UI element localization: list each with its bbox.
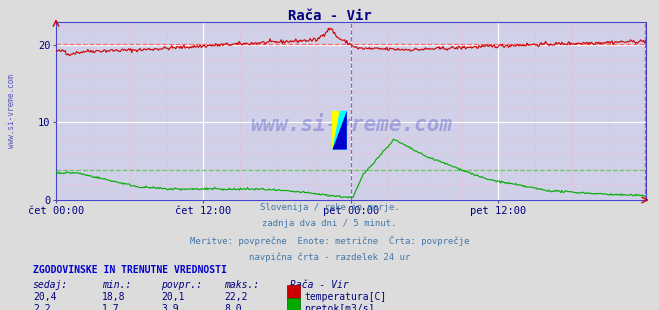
Text: pretok[m3/s]: pretok[m3/s] xyxy=(304,304,375,310)
Text: 22,2: 22,2 xyxy=(224,292,248,302)
Text: Slovenija / reke in morje.: Slovenija / reke in morje. xyxy=(260,203,399,212)
Text: 3,9: 3,9 xyxy=(161,304,179,310)
Text: 18,8: 18,8 xyxy=(102,292,126,302)
Text: 20,4: 20,4 xyxy=(33,292,57,302)
Text: Rača - Vir: Rača - Vir xyxy=(290,280,349,290)
Text: 20,1: 20,1 xyxy=(161,292,185,302)
Text: Rača - Vir: Rača - Vir xyxy=(287,9,372,23)
Text: povpr.:: povpr.: xyxy=(161,280,202,290)
Text: 8,0: 8,0 xyxy=(224,304,242,310)
Polygon shape xyxy=(333,111,339,150)
Text: ZGODOVINSKE IN TRENUTNE VREDNOSTI: ZGODOVINSKE IN TRENUTNE VREDNOSTI xyxy=(33,265,227,275)
Text: 2,2: 2,2 xyxy=(33,304,51,310)
Text: zadnja dva dni / 5 minut.: zadnja dva dni / 5 minut. xyxy=(262,219,397,228)
Text: min.:: min.: xyxy=(102,280,132,290)
Text: www.si-vreme.com: www.si-vreme.com xyxy=(7,74,16,148)
Text: maks.:: maks.: xyxy=(224,280,259,290)
Text: www.si-vreme.com: www.si-vreme.com xyxy=(250,115,452,135)
Polygon shape xyxy=(333,111,347,150)
Text: 1,7: 1,7 xyxy=(102,304,120,310)
Text: sedaj:: sedaj: xyxy=(33,280,68,290)
Text: Meritve: povprečne  Enote: metrične  Črta: povprečje: Meritve: povprečne Enote: metrične Črta:… xyxy=(190,236,469,246)
Text: navpična črta - razdelek 24 ur: navpična črta - razdelek 24 ur xyxy=(249,252,410,262)
Polygon shape xyxy=(333,111,347,150)
Text: temperatura[C]: temperatura[C] xyxy=(304,292,387,302)
